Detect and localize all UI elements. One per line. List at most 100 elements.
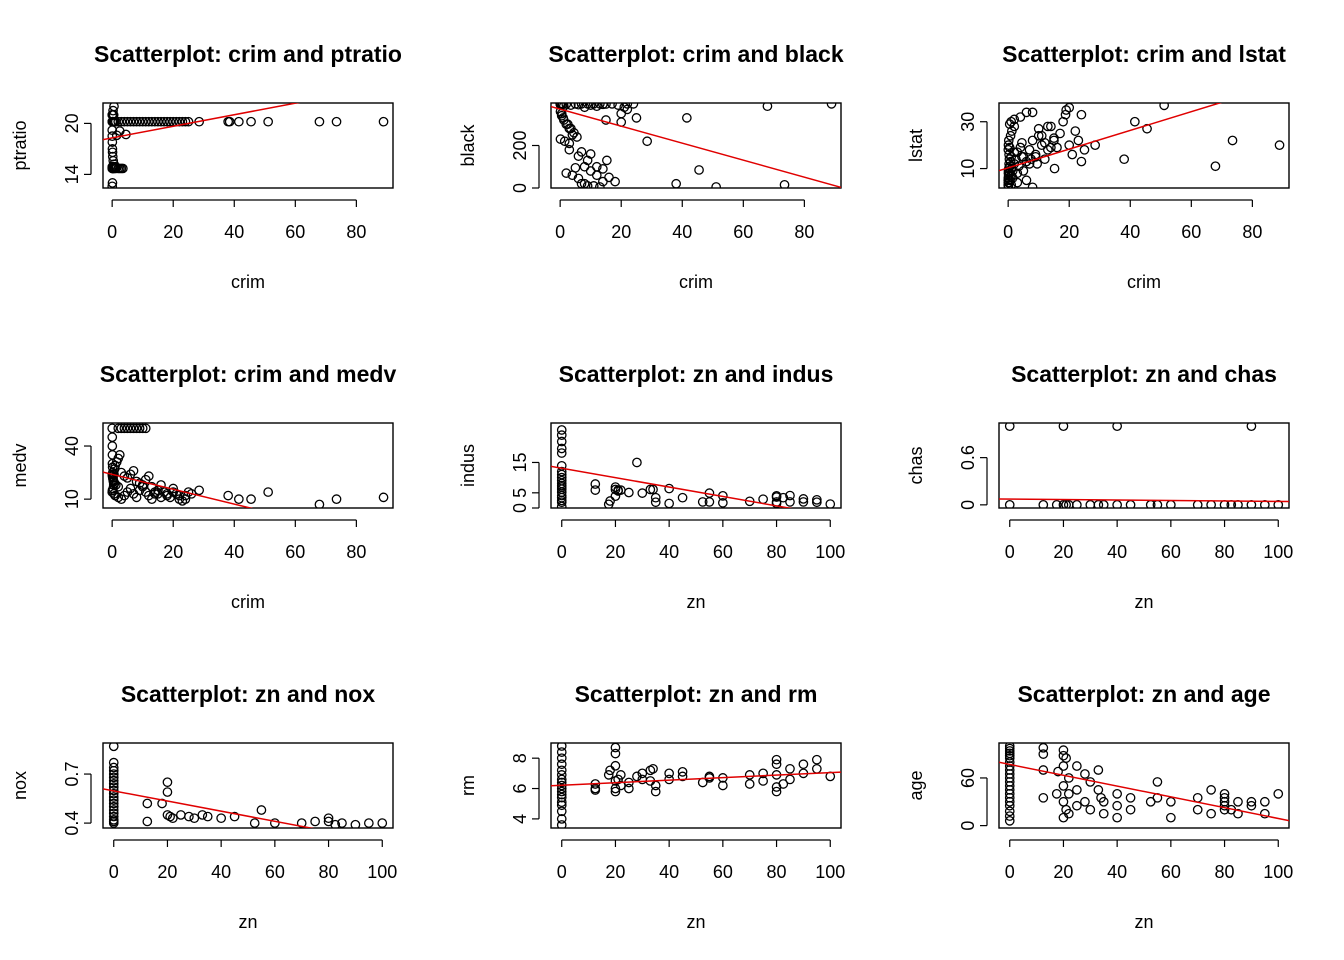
x-tick-label: 80 [1215, 862, 1235, 882]
data-point [1246, 796, 1257, 807]
data-point [108, 788, 119, 799]
data-point [176, 810, 186, 820]
data-point [1058, 423, 1069, 431]
data-point [1125, 792, 1136, 803]
data-point [108, 811, 119, 822]
data-point [229, 811, 240, 822]
data-point [233, 494, 244, 504]
data-point [601, 103, 611, 109]
panel-7: Scatterplot: zn and nox 0 20 40 60 80 100 0.4 0.… [10, 681, 397, 932]
y-axis-label: lstat [906, 129, 926, 162]
data-point [128, 465, 139, 476]
data-point [1219, 804, 1230, 815]
data-point [642, 136, 653, 147]
data-point [1058, 750, 1069, 761]
data-point [677, 771, 688, 782]
data-point [664, 483, 674, 494]
y-tick-label: 6 [510, 784, 530, 794]
data-point [711, 182, 721, 188]
data-point [1112, 812, 1122, 823]
data-point [1152, 777, 1163, 787]
data-point [650, 492, 661, 503]
x-tick-label: 60 [285, 542, 305, 562]
data-point [671, 178, 682, 188]
x-tick-label: 60 [713, 542, 733, 562]
data-point [556, 814, 567, 824]
x-tick-label: 40 [224, 222, 244, 242]
data-point [579, 103, 590, 113]
data-point [1004, 500, 1015, 508]
data-point [1051, 500, 1062, 508]
data-point [1064, 103, 1075, 113]
data-point [146, 116, 157, 127]
data-point [323, 813, 334, 824]
x-tick-label: 40 [1107, 542, 1127, 562]
data-point [1080, 769, 1090, 779]
y-tick-label: 30 [958, 112, 978, 132]
x-tick-label: 40 [1107, 862, 1127, 882]
data-point [1058, 500, 1069, 508]
data-point [758, 494, 768, 505]
data-point [576, 178, 587, 188]
data-point [825, 499, 836, 508]
data-point [744, 779, 755, 789]
data-point [314, 499, 325, 508]
data-point [378, 492, 389, 503]
data-point [107, 144, 118, 154]
data-points [555, 103, 837, 188]
data-point [1004, 423, 1015, 431]
data-point [131, 116, 142, 127]
data-point [610, 176, 620, 187]
data-point [561, 103, 572, 109]
data-points [107, 103, 389, 188]
data-point [1093, 500, 1104, 508]
data-point [1003, 135, 1014, 146]
data-point [1024, 144, 1035, 155]
data-point [108, 801, 119, 812]
panel-2: Scatterplot: crim and black 0 20 40 60 80 0 200… [458, 41, 844, 292]
data-point [137, 480, 148, 490]
data-point [128, 423, 139, 434]
data-point [811, 763, 822, 774]
data-point [109, 103, 119, 112]
data-point [785, 497, 795, 507]
data-point [632, 771, 642, 782]
data-point [615, 780, 626, 791]
data-point [1038, 792, 1049, 803]
data-point [107, 131, 118, 141]
data-point [664, 498, 674, 508]
x-tick-label: 20 [611, 222, 631, 242]
data-point [119, 423, 130, 434]
x-tick-label: 0 [109, 862, 119, 882]
panel-title: Scatterplot: crim and medv [100, 361, 397, 387]
data-point [1112, 423, 1122, 431]
data-point [1061, 105, 1072, 115]
data-point [1076, 109, 1087, 120]
y-axis-label: rm [458, 775, 478, 796]
y-axis-label: nox [10, 771, 30, 800]
data-point [1049, 163, 1060, 174]
x-tick-label: 40 [659, 862, 679, 882]
data-point [1015, 142, 1026, 153]
data-point [1003, 182, 1014, 188]
y-tick-label: 0 [958, 821, 978, 831]
data-point [162, 116, 172, 127]
data-point [162, 810, 173, 820]
data-point [811, 497, 822, 508]
x-tick-label: 80 [346, 222, 366, 242]
y-tick-label: 0.6 [958, 445, 978, 470]
data-point [1063, 808, 1074, 819]
panel-title: Scatterplot: crim and lstat [1002, 41, 1286, 67]
data-point [565, 103, 576, 110]
data-point [785, 490, 795, 501]
plot-frame [998, 422, 1290, 509]
x-axis-label: crim [231, 592, 265, 612]
data-point [677, 492, 688, 503]
data-point [1166, 796, 1176, 807]
data-point [613, 485, 623, 495]
x-tick-label: 40 [224, 542, 244, 562]
data-point [1274, 140, 1285, 150]
data-point [167, 813, 178, 824]
x-tick-label: 100 [815, 542, 845, 562]
data-point [631, 113, 642, 123]
